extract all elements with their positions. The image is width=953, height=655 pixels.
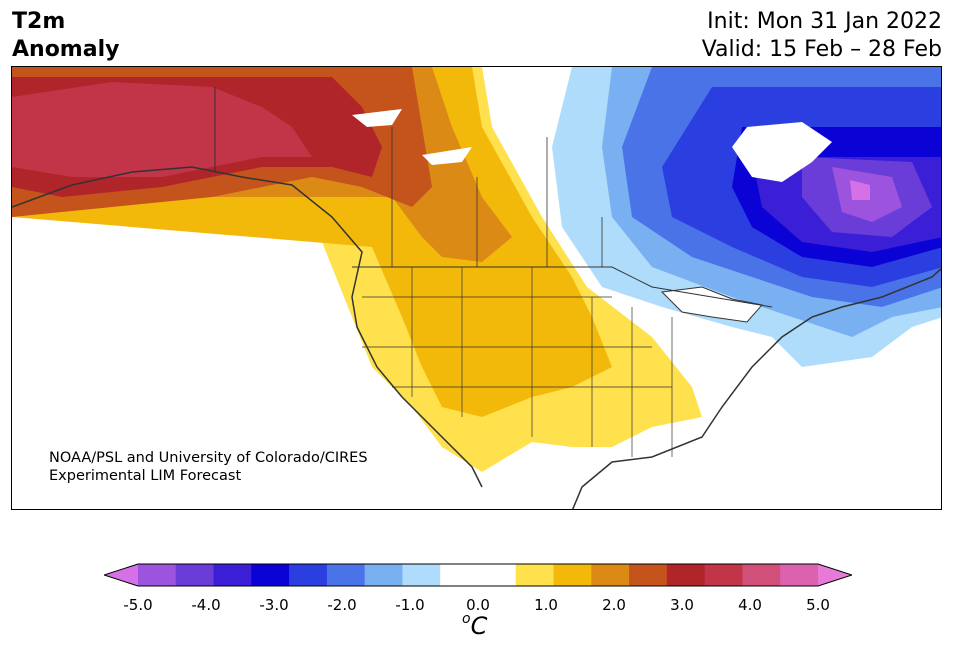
init-date: Init: Mon 31 Jan 2022 — [707, 9, 942, 34]
us-state-lines — [362, 267, 673, 457]
title-line-1: T2m — [12, 9, 66, 34]
colorbar — [102, 562, 854, 592]
colorbar-segment — [704, 564, 743, 586]
colorbar-segment — [138, 564, 177, 586]
warm-3-5deg-region — [12, 82, 312, 177]
colorbar-segment — [213, 564, 252, 586]
colorbar-extend-high — [818, 564, 852, 586]
colorbar-extend-low — [104, 564, 138, 586]
forecast-dates: Init: Mon 31 Jan 2022 Valid: 15 Feb – 28… — [702, 8, 942, 64]
unit-base: C — [470, 612, 488, 640]
credit-line-2: Experimental LIM Forecast — [49, 468, 242, 484]
colorbar-tick-label: 0.0 — [466, 596, 490, 614]
great-bear-lake — [422, 147, 472, 165]
colorbar-segment — [629, 564, 668, 586]
colorbar-tick-label: -3.0 — [259, 596, 289, 614]
anomaly-map — [11, 66, 942, 510]
colorbar-segment — [553, 564, 592, 586]
great-slave-lake — [352, 109, 402, 127]
colorbar-segment — [289, 564, 328, 586]
colorbar-tick-label: -1.0 — [395, 596, 425, 614]
colorbar-tick-label: 3.0 — [670, 596, 694, 614]
canada-province-lines — [391, 127, 603, 267]
west-coastline — [12, 166, 483, 488]
us-canada-border — [352, 266, 773, 308]
colorbar-segment — [780, 564, 819, 586]
colorbar-segment — [742, 564, 781, 586]
colorbar-tick-label: 5.0 — [806, 596, 830, 614]
hudson-bay — [732, 122, 832, 182]
valid-date: Valid: 15 Feb – 28 Feb — [701, 37, 942, 62]
unit-degree-sup: o — [462, 611, 471, 627]
cold-5deg-region — [850, 180, 870, 200]
colorbar-tick-label: 2.0 — [602, 596, 626, 614]
colorbar-unit: oC — [462, 611, 488, 640]
colorbar-segment — [666, 564, 706, 586]
colorbar-segment — [478, 564, 517, 586]
colorbar-segment — [326, 564, 366, 586]
colorbar-segment — [402, 564, 441, 586]
colorbar-tick-label: -2.0 — [327, 596, 357, 614]
colorbar-segment — [440, 564, 479, 586]
colorbar-segment — [364, 564, 403, 586]
east-coastline — [572, 267, 941, 509]
colorbar-segment — [251, 564, 290, 586]
credit-text: NOAA/PSL and University of Colorado/CIRE… — [49, 449, 368, 485]
gulf-of-mexico — [572, 467, 731, 509]
colorbar-tick-label: -4.0 — [191, 596, 221, 614]
colorbar-tick-label: -5.0 — [123, 596, 153, 614]
colorbar-tick-label: 4.0 — [738, 596, 762, 614]
colorbar-tick-label: 1.0 — [534, 596, 558, 614]
colorbar-segment — [175, 564, 215, 586]
great-lakes — [660, 286, 763, 323]
map-title: T2m Anomaly — [12, 8, 119, 64]
title-line-2: Anomaly — [12, 37, 120, 62]
colorbar-segment — [591, 564, 630, 586]
colorbar-segment — [515, 564, 555, 586]
colorbar-ticks: -5.0 -4.0 -3.0 -2.0 -1.0 0.0 1.0 2.0 3.0 4.0 5.0 — [0, 596, 953, 616]
credit-line-1: NOAA/PSL and University of Colorado/CIRE… — [49, 450, 368, 466]
